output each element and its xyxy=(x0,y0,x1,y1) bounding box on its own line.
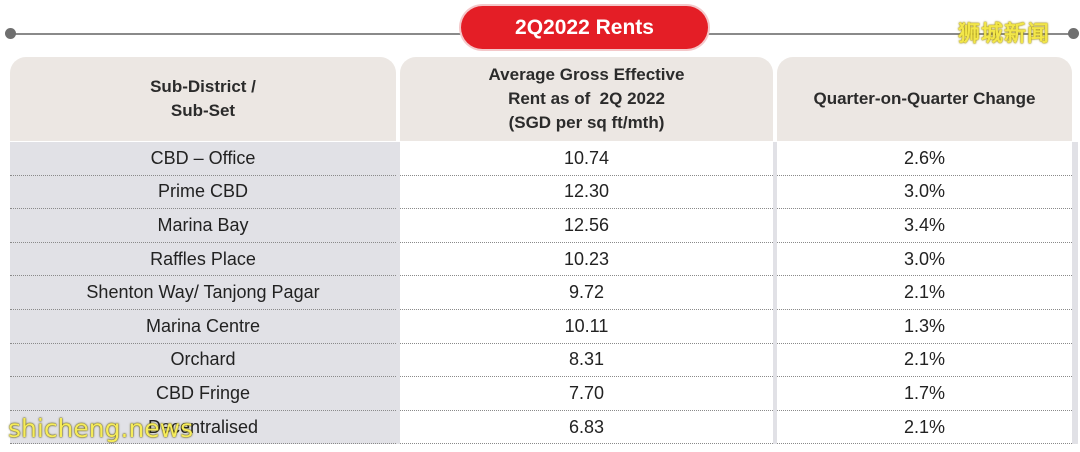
district-cell: CBD – Office xyxy=(10,142,396,176)
table-row: Orchard 8.31 2.1% xyxy=(10,343,1072,378)
rent-cell: 10.11 xyxy=(400,309,773,344)
header-qoq-change: Quarter-on-Quarter Change xyxy=(777,57,1072,141)
header-sub-district: Sub-District / Sub-Set xyxy=(10,57,396,141)
district-cell: Marina Bay xyxy=(10,209,396,243)
column-gap xyxy=(396,142,400,444)
rent-cell: 12.56 xyxy=(400,209,773,243)
table-row: Raffles Place 10.23 3.0% xyxy=(10,242,1072,277)
table-body: CBD – Office 10.74 2.6% Prime CBD 12.30 … xyxy=(10,142,1072,445)
district-cell: Raffles Place xyxy=(10,242,396,277)
header-line: Sub-Set xyxy=(170,101,236,120)
table-row: Decentralised 6.83 2.1% xyxy=(10,410,1072,445)
rent-cell: 10.23 xyxy=(400,242,773,277)
table-row: Prime CBD 12.30 3.0% xyxy=(10,175,1072,210)
rule-end-dot-right xyxy=(1068,28,1079,39)
header-line: Sub-District / xyxy=(150,77,256,96)
district-cell: Shenton Way/ Tanjong Pagar xyxy=(10,276,396,310)
district-cell: Orchard xyxy=(10,343,396,378)
table-row: CBD – Office 10.74 2.6% xyxy=(10,142,1072,176)
header-line: Quarter-on-Quarter Change xyxy=(813,89,1036,108)
rent-cell: 6.83 xyxy=(400,410,773,445)
header-line: Average Gross Effective xyxy=(488,65,685,84)
rent-cell: 8.31 xyxy=(400,343,773,378)
watermark-bottom: shicheng.news xyxy=(8,414,194,443)
change-cell: 3.0% xyxy=(777,175,1072,210)
header-line: Rent as of 2Q 2022 xyxy=(508,89,665,108)
title-rule-right xyxy=(708,33,1072,35)
watermark-top: 狮城新闻 xyxy=(958,22,1051,47)
table-row: Marina Centre 10.11 1.3% xyxy=(10,309,1072,344)
change-cell: 2.1% xyxy=(777,410,1072,445)
rent-cell: 9.72 xyxy=(400,276,773,310)
district-cell: Decentralised xyxy=(10,410,396,445)
change-cell: 1.3% xyxy=(777,309,1072,344)
title-rule-left xyxy=(12,33,464,35)
table-row: CBD Fringe 7.70 1.7% xyxy=(10,377,1072,411)
rent-cell: 7.70 xyxy=(400,377,773,411)
header-line: (SGD per sq ft/mth) xyxy=(508,113,665,132)
column-gap xyxy=(1072,142,1078,444)
district-cell: Marina Centre xyxy=(10,309,396,344)
rule-end-dot-left xyxy=(5,28,16,39)
change-cell: 2.6% xyxy=(777,142,1072,176)
change-cell: 2.1% xyxy=(777,343,1072,378)
table-title: 2Q2022 Rents xyxy=(461,6,708,49)
change-cell: 1.7% xyxy=(777,377,1072,411)
change-cell: 3.0% xyxy=(777,242,1072,277)
change-cell: 2.1% xyxy=(777,276,1072,310)
header-average-rent: Average Gross Effective Rent as of 2Q 20… xyxy=(400,57,773,141)
change-cell: 3.4% xyxy=(777,209,1072,243)
table-row: Marina Bay 12.56 3.4% xyxy=(10,209,1072,243)
rent-cell: 12.30 xyxy=(400,175,773,210)
column-gap xyxy=(773,142,777,444)
rent-cell: 10.74 xyxy=(400,142,773,176)
district-cell: Prime CBD xyxy=(10,175,396,210)
district-cell: CBD Fringe xyxy=(10,377,396,411)
table-row: Shenton Way/ Tanjong Pagar 9.72 2.1% xyxy=(10,276,1072,310)
